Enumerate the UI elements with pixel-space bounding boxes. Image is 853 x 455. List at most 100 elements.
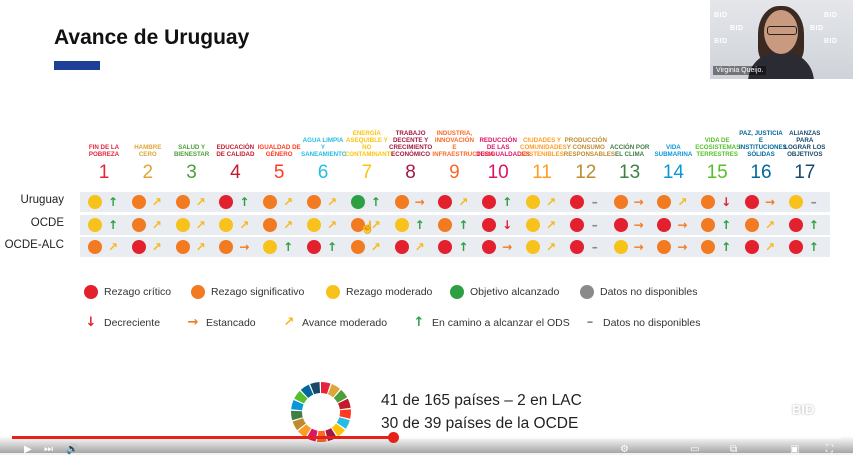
sdg-number: 15 <box>706 162 728 183</box>
status-dot <box>175 218 190 232</box>
status-dot <box>657 195 672 209</box>
sdg-label: Agua limpia y saneamiento <box>301 137 347 158</box>
sdg-header-13: Acción por el clima 13 <box>608 108 652 186</box>
legend-status-dot <box>84 285 98 299</box>
trend-arrow-icon: → <box>414 195 425 209</box>
fullscreen-icon[interactable]: ⛶ <box>826 444 833 455</box>
stat-line-2: 30 de 39 países de la OCDE <box>381 415 579 432</box>
sdg-number: 1 <box>98 162 110 183</box>
sdg-header-12: Producción y consumo responsables 12 <box>564 108 615 186</box>
sdg-label: Fin de la pobreza <box>88 144 120 158</box>
sdg-label: Trabajo decente y crecimiento económico <box>388 130 433 158</box>
status-dot <box>175 240 190 254</box>
status-dot <box>394 218 409 232</box>
trend-arrow-icon: ↑ <box>458 218 469 232</box>
trend-arrow-icon: – <box>591 218 598 232</box>
play-icon[interactable]: ▶ <box>24 444 32 455</box>
next-icon[interactable]: ⏭ <box>44 444 53 455</box>
status-dot <box>613 218 628 232</box>
legend-trend-icon: ↗ <box>283 315 295 330</box>
legend-trend-label: Datos no disponibles <box>603 317 701 329</box>
trend-arrow-icon: ↓ <box>502 218 513 232</box>
trend-arrow-icon: ↗ <box>195 218 206 232</box>
trend-arrow-icon: ↓ <box>721 195 732 209</box>
status-dot <box>131 195 146 209</box>
settings-icon[interactable]: ⚙ <box>620 444 629 455</box>
sdg-label: Hambre cero <box>134 144 162 158</box>
status-dot <box>569 218 584 232</box>
sdg-number: 17 <box>794 162 816 183</box>
trend-arrow-icon: ↗ <box>545 195 557 209</box>
trend-arrow-icon: → <box>677 240 688 254</box>
trend-arrow-icon: → <box>633 195 644 209</box>
sdg-header-9: Industria, innovación e infraestructura 9 <box>432 108 494 186</box>
status-dot <box>263 240 278 254</box>
title-accent-bar <box>54 61 100 70</box>
trend-arrow-icon: ↗ <box>458 195 469 209</box>
sdg-number: 16 <box>750 162 772 183</box>
trend-arrow-icon: ↑ <box>502 195 513 209</box>
theater-icon[interactable]: ▭ <box>690 444 700 455</box>
trend-arrow-icon: ↑ <box>458 240 469 254</box>
sdg-wheel-segment <box>310 382 321 395</box>
status-dot <box>350 218 365 232</box>
status-dot <box>88 218 102 232</box>
trend-arrow-icon: – <box>810 195 817 209</box>
row-label: OCDE <box>30 217 64 229</box>
trend-arrow-icon: ↗ <box>370 240 381 254</box>
trend-arrow-icon: ↑ <box>808 218 819 232</box>
volume-icon[interactable]: 🔊 <box>66 444 79 455</box>
cast-icon[interactable]: ▣ <box>790 444 800 455</box>
sdg-wheel-segment <box>321 382 331 394</box>
bid-watermark: BID <box>810 25 824 32</box>
status-dot <box>219 218 234 232</box>
row-label: Uruguay <box>20 194 64 206</box>
trend-arrow-icon: → <box>502 240 513 254</box>
trend-arrow-icon: ↗ <box>370 218 381 232</box>
status-dot <box>482 240 497 254</box>
legend-status-label: Rezago significativo <box>211 286 305 298</box>
trend-arrow-icon: ↗ <box>414 240 425 254</box>
status-dot <box>526 195 540 209</box>
sdg-header-7: Energía asequible y no contaminante 7 <box>345 108 395 186</box>
sdg-header-2: Hambre cero 2 <box>126 108 170 186</box>
trend-arrow-icon: ↑ <box>239 195 250 209</box>
status-dot <box>131 240 146 254</box>
slide-title: Avance de Uruguay <box>54 26 250 49</box>
sdg-number: 6 <box>317 162 329 183</box>
video-progress-bar[interactable] <box>12 432 841 443</box>
trend-arrow-icon: ↑ <box>283 240 294 254</box>
sdg-header-15: Vida de ecosistemas terrestres 15 <box>695 108 740 186</box>
status-dot <box>788 218 803 232</box>
trend-arrow-icon: ↗ <box>239 218 250 232</box>
video-scrubber-handle[interactable] <box>388 432 400 443</box>
status-dot <box>526 218 540 232</box>
sdg-number: 12 <box>575 162 597 183</box>
miniplayer-icon[interactable]: ⧉ <box>730 444 738 455</box>
status-dot <box>745 218 759 232</box>
trend-arrow-icon: ↗ <box>326 218 338 232</box>
trend-arrow-icon: ↗ <box>545 218 557 232</box>
sdg-number: 11 <box>532 162 552 183</box>
status-dot <box>307 195 321 209</box>
sdg-header-16: Paz, justicia e instituciones sólidas 16 <box>739 108 787 186</box>
legend-trend-label: Estancado <box>206 317 256 329</box>
status-dot <box>263 195 278 209</box>
sdg-header-3: Salud y bienestar 3 <box>170 108 214 186</box>
sdg-label: Ciudades y comunidades sostenibles <box>520 137 567 158</box>
sdg-wheel-segment <box>333 389 348 403</box>
trend-arrow-icon: ↗ <box>107 240 119 254</box>
trend-arrow-icon: → <box>239 240 250 254</box>
sdg-header-14: Vida submarina 14 <box>651 108 695 186</box>
status-dot <box>701 240 716 254</box>
sdg-label: Vida submarina <box>654 144 693 158</box>
trend-arrow-icon: ↗ <box>151 195 162 209</box>
trend-arrow-icon: ↗ <box>195 195 206 209</box>
sdg-label: Igualdad de género <box>257 144 301 158</box>
sdg-wheel-segment <box>294 390 308 404</box>
sdg-header-11: Ciudades y comunidades sostenibles 11 <box>520 108 567 186</box>
status-dot <box>219 240 234 254</box>
trend-arrow-icon: – <box>591 195 598 209</box>
sdg-number: 14 <box>662 162 684 183</box>
